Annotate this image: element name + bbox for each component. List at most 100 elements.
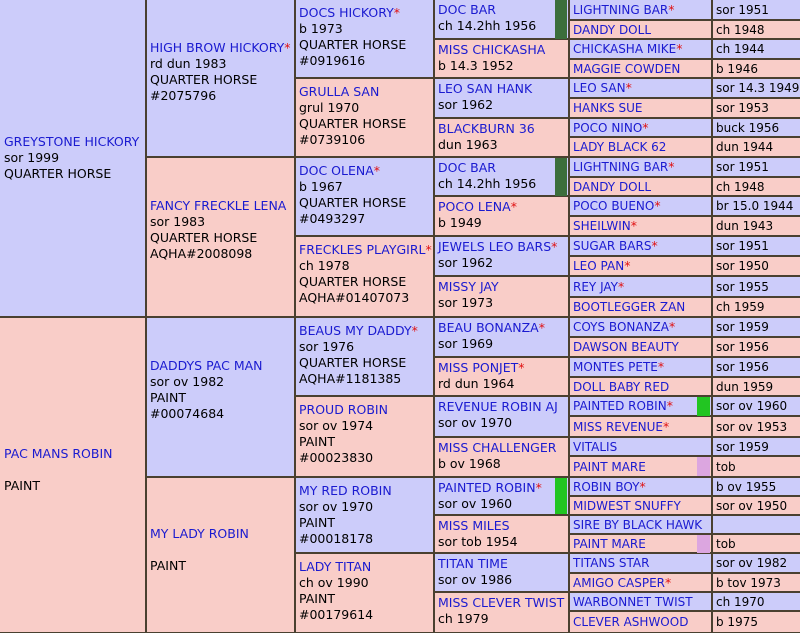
star-marker: * — [411, 323, 418, 338]
horse-name-link[interactable]: FRECKLES PLAYGIRL — [299, 242, 426, 257]
horse-name-link[interactable]: REVENUE ROBIN AJ — [438, 399, 558, 414]
horse-name-link[interactable]: MISS MILES — [438, 518, 510, 533]
horse-name-link[interactable]: GRULLA SAN — [299, 84, 380, 99]
horse-detail: ch 1944 — [716, 42, 765, 56]
horse-name-link[interactable]: MIDWEST SNUFFY — [573, 498, 681, 513]
horse-name-link[interactable]: MY RED ROBIN — [299, 483, 392, 498]
horse-name-link[interactable]: POCO LENA — [438, 199, 511, 214]
horse-name-link[interactable]: DANDY DOLL — [573, 22, 651, 37]
horse-name-link[interactable]: AMIGO CASPER — [573, 575, 666, 590]
horse-name-link[interactable]: TITAN TIME — [438, 556, 508, 571]
horse-name-link[interactable]: SHEILWIN — [573, 219, 631, 233]
star-marker: * — [654, 198, 661, 213]
pedigree-cell: PROUD ROBIN sor ov 1974 PAINT #00023830 — [296, 397, 433, 476]
horse-name-link[interactable]: PROUD ROBIN — [299, 402, 388, 417]
star-marker: * — [666, 398, 673, 413]
horse-detail: sor 1962 — [438, 255, 494, 270]
horse-name-link[interactable]: WARBONNET TWIST — [573, 594, 693, 609]
horse-name-link[interactable]: VITALIS — [573, 439, 618, 454]
horse-name-link[interactable]: MISSY JAY — [438, 279, 499, 294]
pedigree-cell: GREYSTONE HICKORY sor 1999 QUARTER HORSE — [0, 0, 145, 316]
horse-name-link[interactable]: MISS CLEVER TWIST — [438, 595, 565, 610]
horse-name-link[interactable]: HANKS SUE — [573, 101, 643, 115]
horse-name-link[interactable]: LADY BLACK 62 — [573, 140, 667, 154]
horse-name-link[interactable]: DAWSON BEAUTY — [573, 340, 679, 354]
horse-info-cell: sor 1956 — [713, 338, 800, 356]
horse-name-link[interactable]: LIGHTNING BAR — [573, 2, 669, 17]
pedigree-cell: REVENUE ROBIN AJ sor ov 1970 — [435, 397, 568, 436]
horse-detail: sor 1951 — [716, 2, 769, 17]
horse-name-link[interactable]: PAINTED ROBIN — [438, 480, 536, 495]
horse-name-link[interactable]: GREYSTONE HICKORY — [4, 134, 140, 149]
color-swatch-icon — [697, 397, 710, 416]
horse-name-link[interactable]: BLACKBURN 36 — [438, 121, 535, 136]
horse-name-link[interactable]: DOLL BABY RED — [573, 379, 670, 394]
horse-name-link[interactable]: REY JAY — [573, 279, 618, 294]
horse-name-link[interactable]: POCO NINO — [573, 120, 643, 135]
pedigree-cell: LADY TITAN ch ov 1990 PAINT #00179614 — [296, 554, 433, 632]
pedigree-cell: JEWELS LEO BARS* sor 1962 — [435, 237, 568, 275]
horse-name-link[interactable]: LADY TITAN — [299, 559, 372, 574]
horse-detail: dun 1944 — [716, 140, 774, 154]
horse-name-link[interactable]: DANDY DOLL — [573, 179, 651, 194]
horse-name-link[interactable]: LEO SAN HANK — [438, 81, 533, 96]
horse-detail — [4, 462, 143, 478]
horse-detail: br 15.0 1944 — [716, 199, 794, 213]
star-marker: * — [639, 478, 646, 494]
star-marker: * — [625, 80, 632, 95]
horse-name-link[interactable]: LEO PAN — [573, 259, 625, 273]
horse-name-link[interactable]: BEAU BONANZA — [438, 320, 539, 335]
pedigree-cell: LEO SAN* — [570, 79, 711, 97]
horse-name-link[interactable]: HIGH BROW HICKORY — [150, 40, 285, 55]
horse-name-link[interactable]: MISS PONJET — [438, 360, 519, 375]
pedigree-cell: LADY BLACK 62 — [570, 138, 711, 156]
horse-name-link[interactable]: PAINT MARE — [573, 459, 646, 474]
horse-name-link[interactable]: DOC BAR — [438, 160, 496, 175]
horse-info-cell: ch 1959 — [713, 298, 800, 316]
pedigree-cell: FANCY FRECKLE LENA sor 1983 QUARTER HORSE A… — [147, 158, 294, 316]
horse-detail: sor ov 1974 — [299, 418, 374, 433]
horse-name-link[interactable]: JEWELS LEO BARS — [438, 239, 552, 254]
horse-name-link[interactable]: CHICKASHA MIKE — [573, 42, 677, 56]
horse-name-link[interactable]: COYS BONANZA — [573, 320, 669, 334]
horse-name-link[interactable]: PAINT MARE — [573, 536, 646, 551]
horse-name-link[interactable]: SIRE BY BLACK HAWK — [573, 517, 703, 532]
horse-name-link[interactable]: SUGAR BARS — [573, 239, 652, 253]
pedigree-cell: PAINTED ROBIN* sor ov 1960 — [435, 478, 568, 514]
horse-detail: #0493297 — [299, 211, 366, 226]
horse-detail: #00179614 — [299, 607, 374, 622]
horse-name-link[interactable]: MONTES PETE — [573, 360, 658, 374]
horse-name-link[interactable]: MISS CHALLENGER — [438, 440, 557, 455]
color-bar-icon — [555, 158, 567, 196]
horse-info-cell: dun 1944 — [713, 138, 800, 156]
horse-name-link[interactable]: MAGGIE COWDEN — [573, 61, 681, 76]
horse-name-link[interactable]: CLEVER ASHWOOD — [573, 615, 689, 629]
horse-detail — [150, 542, 292, 558]
horse-name-link[interactable]: LEO SAN — [573, 81, 626, 95]
pedigree-cell: FRECKLES PLAYGIRL* ch 1978 QUARTER HORSE AQ… — [296, 237, 433, 316]
horse-name-link[interactable]: BOOTLEGGER ZAN — [573, 300, 686, 314]
horse-name-link[interactable]: MISS CHICKASHA — [438, 42, 546, 57]
horse-name-link[interactable]: PAC MANS ROBIN — [4, 446, 113, 461]
horse-name-link[interactable]: LIGHTNING BAR — [573, 160, 669, 174]
horse-detail: ch 14.2hh 1956 — [438, 18, 537, 33]
horse-name-link[interactable]: DOC OLENA — [299, 163, 374, 178]
horse-detail: sor 1950 — [716, 259, 769, 273]
horse-name-link[interactable]: DOCS HICKORY — [299, 5, 394, 20]
horse-name-link[interactable]: BEAUS MY DADDY — [299, 323, 412, 338]
horse-name-link[interactable]: PAINTED ROBIN — [573, 399, 667, 413]
horse-name-link[interactable]: ROBIN BOY — [573, 479, 640, 494]
horse-detail: #00018178 — [299, 531, 374, 546]
horse-name-link[interactable]: TITANS STAR — [573, 556, 650, 570]
horse-name-link[interactable]: DOC BAR — [438, 2, 496, 17]
horse-detail: sor ov 1970 — [438, 415, 513, 430]
star-marker: * — [676, 41, 683, 56]
horse-detail: rd dun 1983 — [150, 56, 227, 71]
horse-name-link[interactable]: FANCY FRECKLE LENA — [150, 198, 287, 213]
horse-name-link[interactable]: MY LADY ROBIN — [150, 526, 249, 541]
horse-name-link[interactable]: MISS REVENUE — [573, 419, 663, 434]
horse-detail: ch 1948 — [716, 179, 765, 194]
horse-detail: sor 1976 — [299, 339, 355, 354]
horse-name-link[interactable]: DADDYS PAC MAN — [150, 358, 263, 373]
horse-name-link[interactable]: POCO BUENO — [573, 199, 655, 213]
